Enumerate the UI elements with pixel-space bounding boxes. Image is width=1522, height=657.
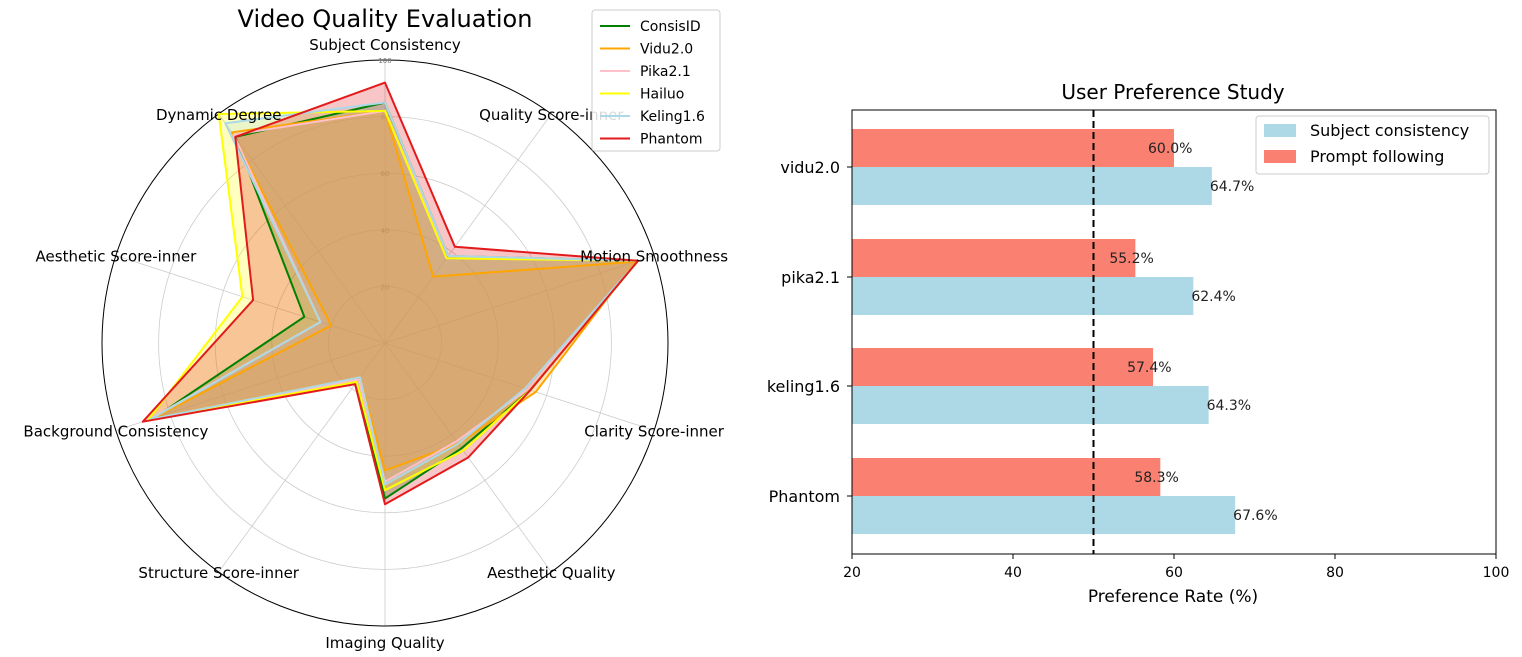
radar-axis-label: Imaging Quality xyxy=(325,634,444,652)
bar-value-label: 57.4% xyxy=(1127,360,1171,376)
radar-legend-label: ConsisID xyxy=(640,19,701,35)
bar-prompt-following xyxy=(852,239,1136,277)
radar-legend-label: Keling1.6 xyxy=(640,109,705,125)
bar-legend: Subject consistency Prompt following xyxy=(1255,115,1490,175)
radar-axis-label: Aesthetic Quality xyxy=(487,564,615,582)
bar-prompt-following xyxy=(852,348,1154,386)
bar-category-label: keling1.6 xyxy=(767,377,840,396)
bar-value-label: 64.7% xyxy=(1210,179,1254,195)
radar-grid: 20 40 60 80 100 xyxy=(101,57,669,627)
radar-spoke xyxy=(384,255,655,344)
bar-x-tick-label: 20 xyxy=(843,565,861,581)
bar-chart: User Preference Study 64.7% 60.0% 62.4% 55.… xyxy=(767,80,1510,607)
bar-prompt-following xyxy=(852,458,1161,496)
bar-value-label: 64.3% xyxy=(1207,398,1251,414)
bar-value-label: 67.6% xyxy=(1233,508,1277,524)
bar-legend-swatch xyxy=(1264,150,1296,163)
radar-spoke xyxy=(218,113,386,344)
radar-r-tick-label: 20 xyxy=(381,283,390,291)
radar-legend: ConsisID Vidu2.0 Pika2.1 Hailuo Keling1.6 Pha… xyxy=(591,9,721,152)
radar-axis-label: Aesthetic Score-inner xyxy=(36,248,198,266)
bar-value-label: 60.0% xyxy=(1148,141,1192,157)
bar-axes: vidu2.0 pika2.1 keling1.6 Phantom 20 40 60 80 10… xyxy=(767,109,1510,581)
bar-x-tick-label: 60 xyxy=(1165,565,1183,581)
radar-line-vidu2-0 xyxy=(152,109,637,472)
radar-chart: Video Quality Evaluation 20 40 60 80 100 Sub… xyxy=(23,5,728,652)
radar-legend-label: Pika2.1 xyxy=(640,64,691,80)
bar-category-label: Phantom xyxy=(769,487,840,506)
bar-title: User Preference Study xyxy=(1061,80,1284,104)
bar-subject-consistency xyxy=(852,167,1212,205)
radar-legend-label: Phantom xyxy=(640,132,702,148)
radar-spoke xyxy=(115,255,386,344)
radar-line-keling1-6 xyxy=(149,101,639,486)
bar-category-label: pika2.1 xyxy=(781,268,840,287)
radar-spoke xyxy=(384,113,552,344)
bar-prompt-following xyxy=(852,129,1174,167)
bar-x-tick-label: 40 xyxy=(1004,565,1022,581)
radar-axis-label: Subject Consistency xyxy=(309,36,461,54)
radar-area-phantom xyxy=(142,82,639,505)
radar-r-tick-label: 40 xyxy=(381,227,390,235)
radar-r-tick-label: 80 xyxy=(381,114,390,122)
bar-subject-consistency xyxy=(852,386,1209,424)
radar-spoke xyxy=(384,342,655,431)
bar-value-label: 55.2% xyxy=(1109,251,1153,267)
bar-value-label: 62.4% xyxy=(1191,289,1235,305)
radar-r-tick-label: 100 xyxy=(378,57,391,65)
radar-area-consisid xyxy=(153,102,638,499)
radar-axis-label: Structure Score-inner xyxy=(138,564,299,582)
radar-axis-label: Motion Smoothness xyxy=(580,248,728,266)
bar-legend-label: Subject consistency xyxy=(1310,121,1469,140)
bar-subject-consistency xyxy=(852,496,1236,534)
bar-marks: 64.7% 60.0% 62.4% 55.2% 64.3% 57.4% 67.6% 58.3% xyxy=(852,110,1278,554)
radar-legend-label: Vidu2.0 xyxy=(640,42,693,58)
bar-legend-swatch xyxy=(1264,124,1296,137)
bar-x-tick-label: 100 xyxy=(1483,565,1510,581)
bar-legend-label: Prompt following xyxy=(1310,147,1444,166)
radar-axis-labels: Subject Consistency Quality Score-inner Mo… xyxy=(23,36,728,652)
bar-legend-box xyxy=(1255,115,1490,175)
bar-subject-consistency xyxy=(852,277,1194,315)
radar-line-phantom xyxy=(141,81,639,506)
bar-x-tick-label: 80 xyxy=(1326,565,1344,581)
radar-axis-label: Clarity Score-inner xyxy=(584,423,725,441)
radar-axis-label: Quality Score-inner xyxy=(479,106,624,124)
bar-x-axis-label: Preference Rate (%) xyxy=(1088,587,1258,607)
radar-area-pika2-1 xyxy=(148,110,638,482)
radar-fills xyxy=(142,82,639,505)
bar-value-label: 58.3% xyxy=(1134,470,1178,486)
radar-axis-label: Background Consistency xyxy=(23,423,208,441)
radar-title: Video Quality Evaluation xyxy=(238,5,533,33)
radar-outer-ring xyxy=(101,59,669,627)
radar-lines xyxy=(141,81,639,506)
bar-category-label: vidu2.0 xyxy=(780,158,840,177)
radar-area-keling1-6 xyxy=(150,102,639,485)
radar-r-tick-label: 60 xyxy=(381,170,390,178)
radar-legend-label: Hailuo xyxy=(640,87,684,103)
radar-axis-label: Dynamic Degree xyxy=(156,106,282,124)
radar-area-vidu2-0 xyxy=(153,110,636,471)
